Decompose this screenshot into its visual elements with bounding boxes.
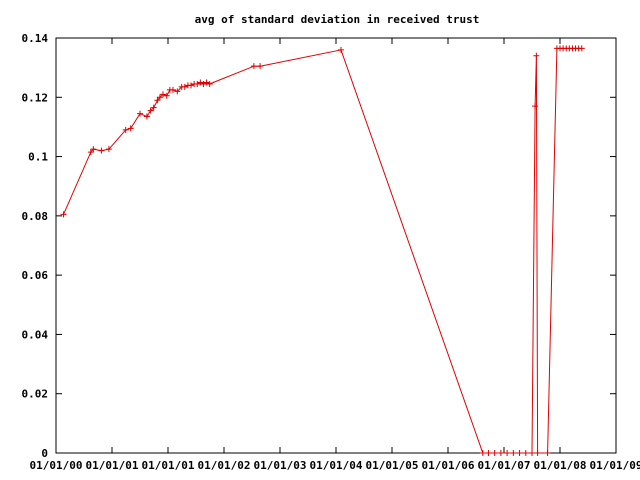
data-point [169, 86, 176, 93]
x-tick-label: 01/01/01 [86, 459, 139, 472]
x-tick-label: 01/01/00 [30, 459, 83, 472]
data-point [200, 80, 207, 87]
data-point [197, 79, 204, 86]
data-point [163, 92, 170, 99]
chart-title: avg of standard deviation in received tr… [195, 13, 480, 26]
data-point [203, 79, 210, 86]
data-point [127, 125, 134, 132]
data-point [137, 110, 143, 117]
data-point [497, 450, 504, 456]
data-point [105, 146, 112, 153]
x-tick-label: 01/01/05 [366, 459, 419, 472]
data-point [174, 88, 181, 95]
data-point [578, 45, 585, 52]
data-point [533, 52, 540, 59]
data-point [206, 80, 213, 87]
data-point [257, 63, 264, 70]
data-point [143, 113, 150, 120]
data-point [510, 450, 517, 456]
data-point [529, 450, 535, 456]
data-point [90, 146, 97, 153]
x-tick-label: 01/01/08 [534, 459, 587, 472]
y-tick-label: 0.14 [22, 32, 49, 45]
series-group [60, 45, 585, 456]
data-point [194, 80, 201, 87]
y-tick-label: 0 [41, 447, 48, 460]
y-tick-label: 0.12 [22, 91, 49, 104]
data-point [544, 450, 551, 456]
data-point [181, 83, 188, 90]
data-point [147, 107, 154, 114]
data-point [188, 82, 195, 89]
x-tick-label: 01/01/06 [422, 459, 475, 472]
data-point [150, 104, 157, 111]
y-tick-label: 0.08 [22, 210, 49, 223]
data-point [522, 450, 529, 456]
x-tick-label: 01/01/03 [254, 459, 307, 472]
data-point [122, 126, 129, 133]
y-axis: 0 0.02 0.04 0.06 0.08 0.1 0.12 0.14 [22, 32, 616, 460]
data-point [504, 450, 511, 456]
data-point [160, 91, 167, 98]
y-tick-label: 0.02 [22, 388, 49, 401]
data-point [485, 450, 492, 456]
data-point [532, 103, 539, 110]
x-axis: 01/01/00 01/01/01 01/01/01 01/01/02 01/01/03… [30, 38, 640, 472]
data-point [479, 450, 486, 456]
x-tick-label: 01/01/07 [478, 459, 531, 472]
data-point [60, 211, 67, 218]
y-tick-label: 0.1 [28, 151, 48, 164]
data-point [337, 46, 344, 53]
plot-frame [55, 37, 617, 454]
y-tick-label: 0.04 [22, 328, 49, 341]
data-point [491, 450, 498, 456]
x-tick-label: 01/01/01 [142, 459, 195, 472]
data-point [156, 94, 163, 101]
x-tick-label: 01/01/02 [198, 459, 251, 472]
x-tick-label: 01/01/09 [590, 459, 640, 472]
data-point [250, 63, 257, 70]
series-line [63, 47, 582, 454]
x-tick-label: 01/01/04 [310, 459, 363, 472]
data-point [534, 450, 541, 456]
data-point [516, 450, 523, 456]
data-point [98, 147, 105, 154]
y-tick-label: 0.06 [22, 269, 49, 282]
